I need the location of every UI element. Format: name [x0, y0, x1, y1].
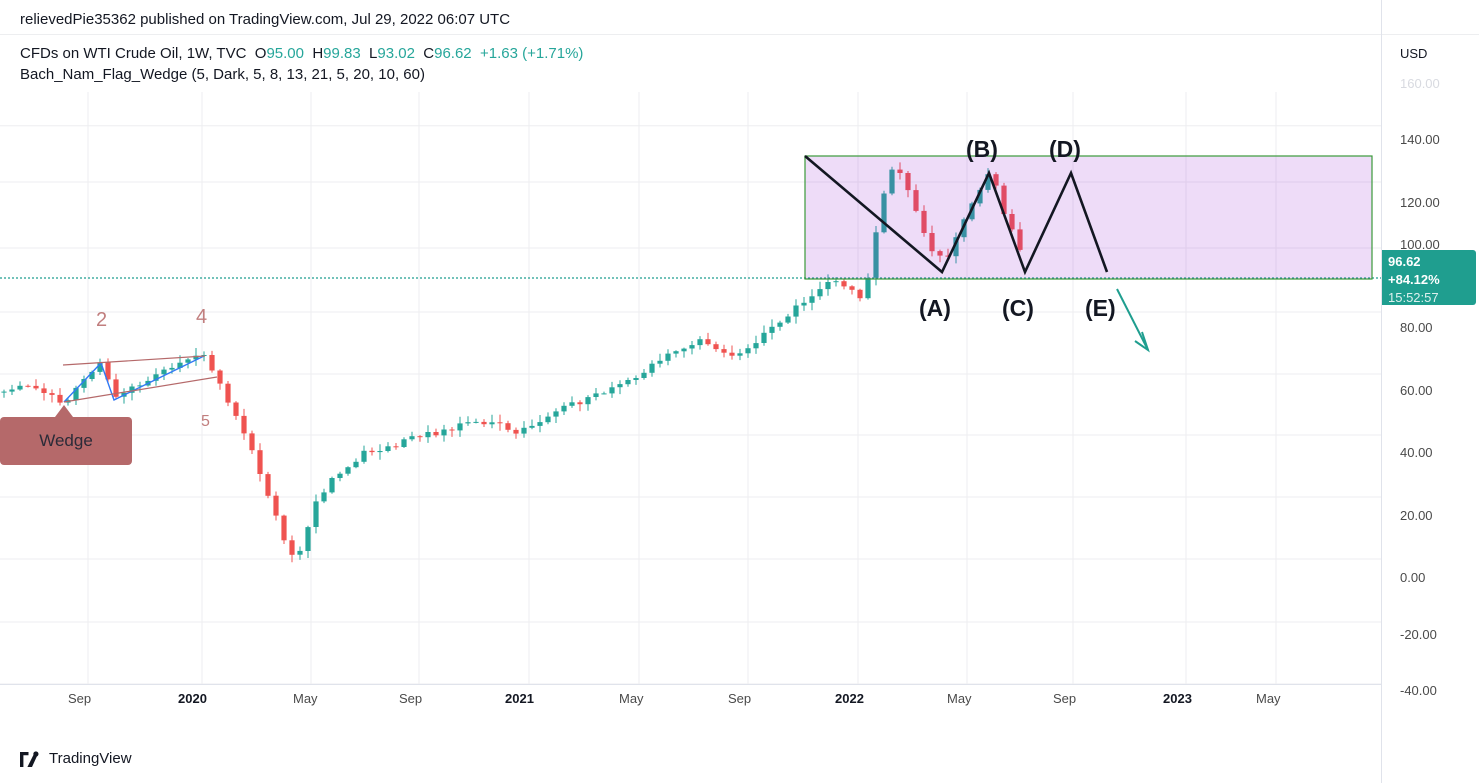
svg-text:5: 5	[201, 413, 210, 430]
svg-text:4: 4	[196, 306, 207, 328]
svg-text:2: 2	[96, 309, 107, 331]
svg-text:(D): (D)	[1049, 136, 1081, 162]
svg-text:(C): (C)	[1002, 295, 1034, 321]
svg-text:(E): (E)	[1085, 295, 1116, 321]
svg-text:(B): (B)	[966, 136, 998, 162]
svg-text:(A): (A)	[919, 295, 951, 321]
